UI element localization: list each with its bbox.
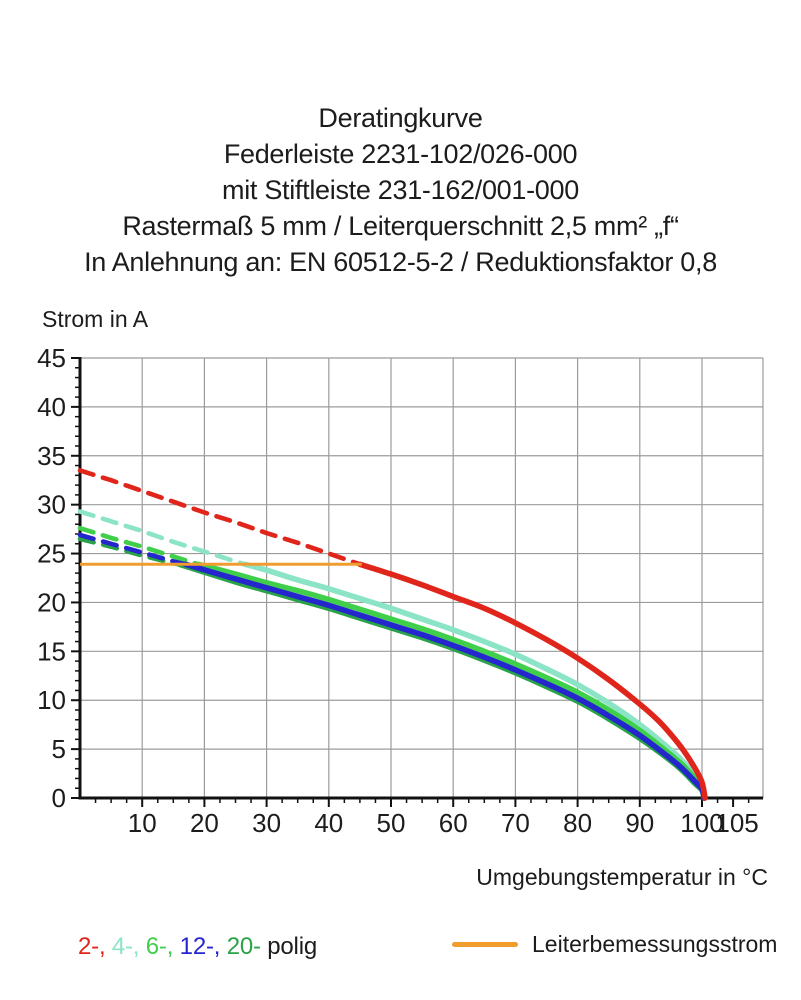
pole-legend: 2-, 4-, 6-, 12-, 20- polig — [78, 933, 317, 961]
pole-legend-item: 6-, — [145, 933, 180, 960]
x-axis-title: Umgebungstemperatur in °C — [476, 864, 768, 890]
pole-legend-item: 2-, — [78, 933, 112, 960]
y-tick-labels: 0 5 10 15 20 25 30 35 40 45 — [37, 343, 66, 813]
series-6-polig-dashed — [77, 525, 201, 567]
series-4-polig — [77, 509, 708, 801]
title-line-2: Federleiste 2231-102/026-000 — [223, 139, 578, 169]
series-2-polig-solid — [357, 561, 708, 801]
series-4-polig-solid — [242, 561, 708, 801]
y-axis-title: Strom in A — [42, 306, 149, 332]
tick-label: 30 — [252, 808, 281, 838]
title-line-5: In Anlehnung an: EN 60512-5-2 / Reduktio… — [84, 247, 717, 277]
series-2-polig — [77, 468, 708, 801]
series-20-polig-solid — [176, 561, 707, 801]
tick-label: 0 — [52, 783, 66, 813]
tick-label: 15 — [37, 636, 66, 666]
tick-label: 10 — [37, 685, 66, 715]
pole-legend-item: 20- — [226, 933, 268, 960]
tick-label: 90 — [625, 808, 654, 838]
title-line-3: mit Stiftleiste 231-162/001-000 — [222, 175, 579, 205]
tick-label: 50 — [377, 808, 406, 838]
series-12-polig-dashed — [77, 532, 189, 567]
tick-label: 25 — [37, 539, 66, 569]
rated-current-swatch-icon — [452, 942, 518, 947]
pole-legend-suffix: polig — [267, 933, 317, 960]
pole-legend-items: 2-, 4-, 6-, 12-, 20- — [78, 933, 267, 960]
series-6-polig-solid — [195, 561, 708, 801]
tick-label: 60 — [439, 808, 468, 838]
tick-label: 30 — [37, 490, 66, 520]
tick-label: 100 — [680, 808, 723, 838]
rated-current-legend: Leiterbemessungsstrom — [452, 931, 777, 958]
axis-ticks — [71, 357, 750, 807]
axes — [78, 357, 763, 800]
tick-label: 10 — [128, 808, 157, 838]
title-line-1: Deratingkurve — [318, 103, 483, 133]
tick-label: 45 — [37, 343, 66, 373]
tick-label: 40 — [37, 392, 66, 422]
series-6-polig — [77, 525, 708, 801]
tick-label: 105 — [715, 808, 758, 838]
rated-current-label: Leiterbemessungsstrom — [532, 931, 778, 957]
pole-legend-item: 12-, — [179, 933, 227, 960]
series-12-polig-solid — [182, 561, 707, 801]
chart-title-block: Deratingkurve Federleiste 2231-102/026-0… — [0, 100, 801, 280]
tick-label: 40 — [314, 808, 343, 838]
tick-label: 70 — [501, 808, 530, 838]
tick-label: 5 — [52, 734, 66, 764]
series-2-polig-dashed — [77, 468, 363, 567]
grid — [80, 357, 764, 798]
tick-label: 80 — [563, 808, 592, 838]
tick-label: 20 — [37, 587, 66, 617]
pole-legend-item: 4-, — [111, 933, 146, 960]
title-line-4: Rastermaß 5 mm / Leiterquerschnitt 2,5 m… — [122, 211, 679, 241]
tick-label: 20 — [190, 808, 219, 838]
series-12-polig — [77, 532, 707, 801]
series-20-polig — [77, 536, 707, 801]
series-4-polig-dashed — [77, 509, 248, 567]
tick-label: 35 — [37, 441, 66, 471]
curves — [77, 468, 708, 801]
